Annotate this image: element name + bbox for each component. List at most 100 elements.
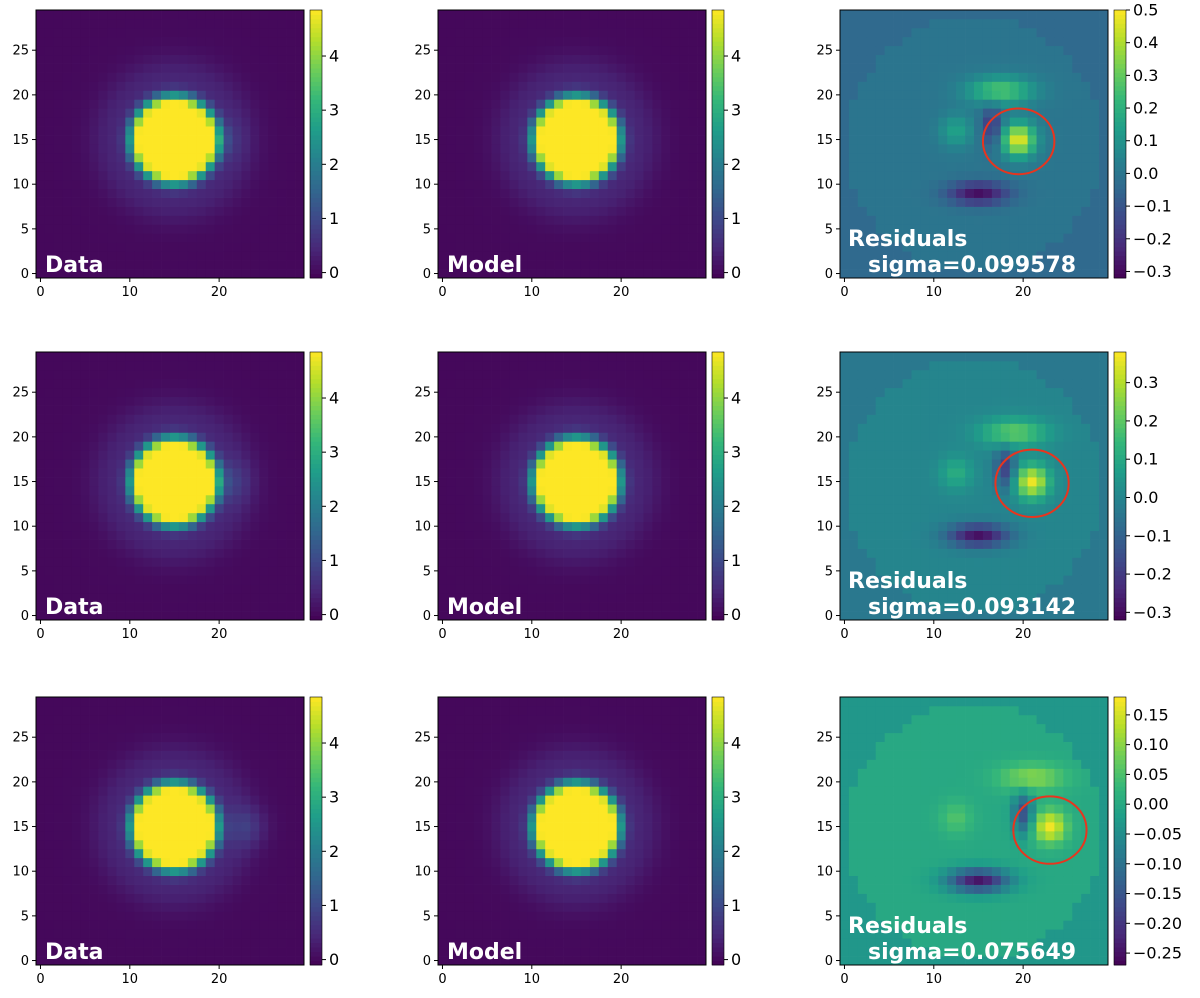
colorbar-tick-label: 0.15: [1133, 705, 1169, 724]
y-tick-label: 20: [816, 88, 833, 103]
x-tick-label: 0: [438, 627, 446, 642]
y-tick-label: 0: [825, 609, 833, 624]
x-tick-label: 0: [36, 627, 44, 642]
row3-data-panel: 0 10 20 0 5 10 15 20 25 0 1 2 3 4 Data: [12, 696, 339, 987]
row3-data-axes-frame: [35, 696, 305, 966]
colorbar-tick-label: 4: [731, 47, 741, 66]
y-tick-label: 5: [21, 564, 29, 579]
y-tick-label: 5: [21, 909, 29, 924]
colorbar-tick-label: 0: [731, 263, 741, 282]
row2-model-axes-frame: [437, 351, 707, 621]
y-tick-label: 20: [414, 88, 431, 103]
row3-residuals-panel: 0 10 20 0 5 10 15 20 25 0.15 0.10 0.05 0.00 −0.05 −0.1…: [816, 696, 1182, 987]
y-tick-label: 25: [414, 44, 431, 59]
y-tick-label: 15: [414, 820, 431, 835]
y-tick-label: 0: [423, 267, 431, 282]
row1-model-colorbar: 0 1 2 3 4: [711, 9, 741, 282]
row2-residuals-axes-frame: [839, 351, 1109, 621]
colorbar-tick-label: 0.0: [1133, 488, 1158, 507]
y-tick-label: 10: [12, 865, 29, 880]
y-tick-label: 5: [423, 222, 431, 237]
x-tick-label: 0: [438, 285, 446, 300]
y-tick-label: 0: [21, 954, 29, 969]
y-tick-label: 25: [414, 386, 431, 401]
y-tick-label: 25: [414, 731, 431, 746]
x-tick-label: 10: [926, 627, 943, 642]
row1-residuals-heatmap: [840, 10, 1109, 279]
row2-residuals-heatmap: [840, 352, 1109, 621]
y-tick-label: 20: [816, 430, 833, 445]
x-tick-label: 20: [1015, 627, 1032, 642]
colorbar-tick-label: 0.2: [1133, 411, 1158, 430]
colorbar-tick-label: 0.2: [1133, 99, 1158, 118]
x-tick-label: 10: [524, 972, 541, 987]
row2-residuals-companion-circle: [994, 448, 1070, 519]
row3-data-label: Data: [45, 940, 103, 965]
row1-model-axes-frame: [437, 9, 707, 279]
y-tick-label: 20: [12, 88, 29, 103]
colorbar-tick-label: 0.5: [1133, 1, 1158, 20]
row2-model-panel: 0 10 20 0 5 10 15 20 25 0 1 2 3 4 Model: [414, 351, 741, 642]
colorbar-tick-label: −0.1: [1133, 526, 1172, 545]
row2-residuals-sigma-label: sigma=0.093142: [868, 595, 1076, 620]
y-tick-label: 0: [825, 954, 833, 969]
colorbar-tick-label: 4: [731, 389, 741, 408]
row3-model-axes-frame: [437, 696, 707, 966]
x-tick-label: 10: [524, 627, 541, 642]
row1-data-colorbar: 0 1 2 3 4: [309, 9, 339, 282]
colorbar-tick-label: −0.10: [1133, 854, 1182, 873]
colorbar-tick-label: −0.25: [1133, 944, 1182, 963]
row3-residuals-label: Residuals: [848, 914, 967, 939]
colorbar-tick-label: 0: [329, 950, 339, 969]
x-tick-label: 20: [1015, 972, 1032, 987]
colorbar-tick-label: 0: [731, 950, 741, 969]
row1-data-label: Data: [45, 253, 103, 278]
row3-data-colorbar: 0 1 2 3 4: [309, 696, 339, 969]
x-tick-label: 20: [613, 627, 630, 642]
y-tick-label: 15: [414, 133, 431, 148]
row3-model-colorbar: 0 1 2 3 4: [711, 696, 741, 969]
row3-model-panel: 0 10 20 0 5 10 15 20 25 0 1 2 3 4 Model: [414, 696, 741, 987]
x-tick-label: 20: [613, 972, 630, 987]
y-tick-label: 10: [414, 865, 431, 880]
colorbar-tick-label: 1: [731, 551, 741, 570]
y-tick-label: 20: [414, 430, 431, 445]
y-tick-label: 20: [414, 775, 431, 790]
x-tick-label: 0: [840, 285, 848, 300]
colorbar-tick-label: −0.2: [1133, 229, 1172, 248]
y-tick-label: 10: [816, 178, 833, 193]
row3-residuals-axes-frame: [839, 696, 1109, 966]
y-tick-label: 5: [423, 564, 431, 579]
colorbar-tick-label: 4: [731, 734, 741, 753]
y-tick-label: 0: [423, 609, 431, 624]
y-tick-label: 10: [816, 865, 833, 880]
y-tick-label: 15: [12, 820, 29, 835]
row2-data-label: Data: [45, 595, 103, 620]
colorbar-tick-label: −0.3: [1133, 262, 1172, 281]
colorbar-tick-label: 0: [329, 605, 339, 624]
colorbar-tick-label: 0.4: [1133, 33, 1158, 52]
row2-residuals-panel: 0 10 20 0 5 10 15 20 25 0.3 0.2 0.1 0.0 −0.1 −0.2 −0.3 R…: [816, 351, 1172, 642]
colorbar-tick-label: 1: [329, 209, 339, 228]
x-tick-label: 10: [122, 285, 139, 300]
row1-data-axes-frame: [35, 9, 305, 279]
colorbar-tick-label: 0.3: [1133, 373, 1158, 392]
row3-residuals-colorbar: 0.15 0.10 0.05 0.00 −0.05 −0.10 −0.15 −0.20 −0.2…: [1113, 696, 1182, 966]
x-tick-label: 10: [926, 972, 943, 987]
row2-model-colorbar: 0 1 2 3 4: [711, 351, 741, 624]
colorbar-tick-label: 0: [731, 605, 741, 624]
colorbar-tick-label: 0.1: [1133, 131, 1158, 150]
x-tick-label: 20: [211, 285, 228, 300]
y-tick-label: 25: [12, 386, 29, 401]
colorbar-tick-label: 3: [731, 443, 741, 462]
colorbar-tick-label: 0.1: [1133, 450, 1158, 469]
y-tick-label: 20: [816, 775, 833, 790]
row1-residuals-axes-frame: [839, 9, 1109, 279]
x-tick-label: 0: [36, 285, 44, 300]
colorbar-tick-label: 2: [731, 842, 741, 861]
colorbar-tick-label: −0.15: [1133, 884, 1182, 903]
y-tick-label: 10: [414, 178, 431, 193]
colorbar-tick-label: 1: [329, 551, 339, 570]
x-tick-label: 20: [1015, 285, 1032, 300]
row3-model-label: Model: [447, 940, 522, 965]
